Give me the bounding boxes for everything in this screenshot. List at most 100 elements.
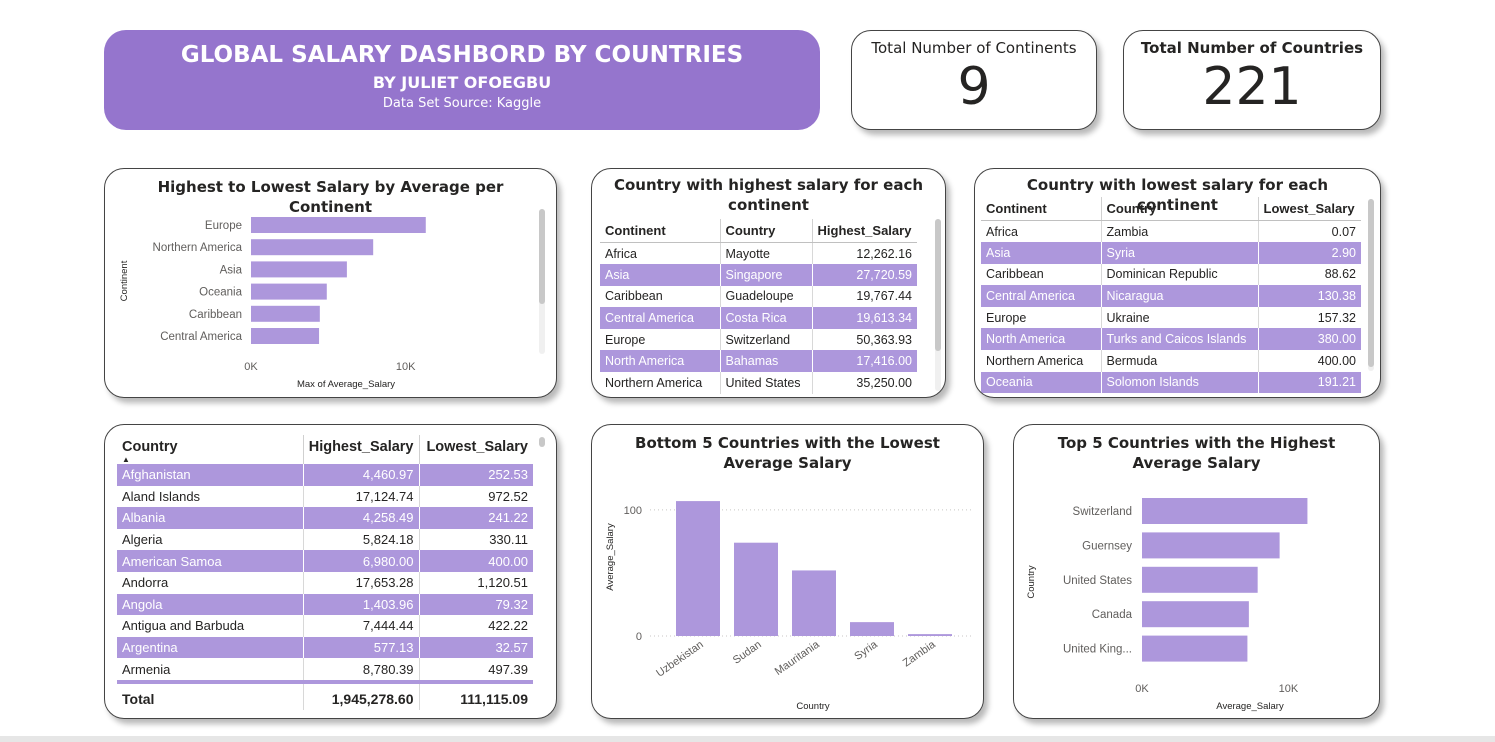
- continent-x-tick-label: 0K: [244, 361, 258, 373]
- country-table-cell: 972.52: [488, 488, 528, 504]
- continent-category-label: Central America: [160, 331, 242, 343]
- country-table-header-2[interactable]: Lowest_Salary: [419, 435, 533, 464]
- highest-table-scroll-thumb[interactable]: [935, 219, 941, 351]
- table-row[interactable]: Africa Zambia 0.07: [981, 220, 1361, 243]
- table-row[interactable]: Algeria 5,824.18 330.11: [117, 528, 533, 551]
- table-row[interactable]: Afghanistan 4,460.97 252.53: [117, 464, 533, 486]
- country-table-cell: 1,120.51: [477, 575, 528, 591]
- country-table-cell: 8,780.39: [303, 658, 420, 680]
- top5-bar: [1142, 566, 1258, 593]
- country-table-cell: 6,980.00: [303, 550, 420, 572]
- continent-category-label: Europe: [205, 220, 242, 232]
- highest-table-header-2[interactable]: Highest_Salary: [812, 219, 917, 243]
- table-row[interactable]: North America Turks and Caicos Islands 380…: [981, 328, 1361, 351]
- table-row[interactable]: Albania 4,258.49 241.22: [117, 507, 533, 529]
- top5-chart-title: Top 5 Countries with the Highest Average…: [1057, 434, 1336, 472]
- continent-category-label: Caribbean: [189, 309, 242, 321]
- top5-chart-card[interactable]: Top 5 Countries with the Highest Average…: [1013, 424, 1380, 719]
- table-row[interactable]: Asia Syria 2.90: [981, 242, 1361, 264]
- country-table-cell: 7,444.44: [303, 615, 420, 637]
- table-row-partial: [117, 679, 533, 684]
- lowest-table-header-2[interactable]: Lowest_Salary: [1258, 197, 1361, 221]
- lowest-table-card[interactable]: Country with lowest salary for each cont…: [974, 168, 1381, 398]
- continent-y-axis-label: Continent: [119, 260, 130, 301]
- table-row[interactable]: Angola 1,403.96 79.32: [117, 593, 533, 616]
- table-row[interactable]: Armenia 8,780.39 497.39: [117, 658, 533, 680]
- table-row[interactable]: Northern America Bermuda 400.00: [981, 350, 1361, 372]
- table-row[interactable]: North America Bahamas 17,416.00: [600, 350, 917, 373]
- table-row[interactable]: Caribbean Guadeloupe 19,767.44: [600, 285, 917, 308]
- country-table-cell: 5,824.18: [303, 528, 420, 551]
- lowest-table-header-0[interactable]: Continent: [981, 197, 1102, 221]
- kpi-continents-card[interactable]: Total Number of Continents 9: [851, 30, 1097, 130]
- continent-x-axis-label: Max of Average_Salary: [297, 379, 395, 390]
- country-table-header-label: Country: [122, 439, 178, 455]
- table-row[interactable]: Andorra 17,653.28 1,120.51: [117, 571, 533, 594]
- continent-chart-card[interactable]: Highest to Lowest Salary by Average per …: [104, 168, 557, 398]
- highest-table-cell: Switzerland: [720, 328, 813, 351]
- kpi-countries-card[interactable]: Total Number of Countries 221: [1123, 30, 1381, 130]
- country-table-cell: 4,460.97: [303, 464, 420, 486]
- country-table-cell: Algeria: [117, 528, 304, 551]
- table-row[interactable]: Northern America United States 35,250.00: [600, 372, 917, 394]
- lowest-table-cell: 191.21: [1258, 371, 1361, 394]
- highest-table-cell: United States: [720, 372, 813, 394]
- country-table-cell: 497.39: [488, 661, 528, 677]
- table-row[interactable]: Aland Islands 17,124.74 972.52: [117, 485, 533, 508]
- table-row[interactable]: Asia Singapore 27,720.59: [600, 264, 917, 286]
- continent-bar: [251, 261, 347, 278]
- country-table-header-label: Highest_Salary: [308, 439, 414, 455]
- bottom5-bar: [908, 634, 952, 636]
- table-row[interactable]: American Samoa 6,980.00 400.00: [117, 550, 533, 572]
- table-row[interactable]: Europe Ukraine 157.32: [981, 306, 1361, 329]
- table-row[interactable]: Central America Costa Rica 19,613.34: [600, 307, 917, 329]
- country-table-cell: 32.57: [419, 636, 533, 659]
- country-table-total-cell: 111,115.09: [460, 690, 528, 707]
- country-table-header-1[interactable]: Highest_Salary: [303, 435, 420, 464]
- table-total-row: Total 1,945,278.60 111,115.09: [117, 683, 533, 710]
- bottom5-chart-card[interactable]: Bottom 5 Countries with the Lowest Avera…: [591, 424, 984, 719]
- table-row[interactable]: Caribbean Dominican Republic 88.62: [981, 263, 1361, 286]
- bottom5-bar: [850, 622, 894, 636]
- highest-table-header-0[interactable]: Continent: [600, 219, 721, 243]
- top5-x-tick-label: 10K: [1279, 683, 1299, 695]
- top5-y-axis-label: Country: [1026, 565, 1037, 599]
- sort-ascending-icon[interactable]: ▲: [122, 455, 130, 464]
- lowest-table-cell: 400.00: [1317, 353, 1356, 368]
- table-row[interactable]: Europe Switzerland 50,363.93: [600, 328, 917, 351]
- bottom5-bar: [734, 542, 778, 636]
- country-table-header-0[interactable]: Country ▲: [117, 435, 304, 464]
- table-row[interactable]: Africa Mayotte 12,262.16: [600, 242, 917, 265]
- highest-table-card[interactable]: Country with highest salary for each con…: [591, 168, 946, 398]
- country-table-cell: 241.22: [419, 507, 533, 529]
- country-table-cell: 79.32: [419, 593, 533, 616]
- lowest-table-scroll-thumb[interactable]: [1368, 199, 1374, 367]
- table-row[interactable]: Oceania Solomon Islands 191.21: [981, 371, 1361, 394]
- highest-table-cell: 50,363.93: [856, 332, 912, 347]
- bottom5-chart-title: Bottom 5 Countries with the Lowest Avera…: [635, 434, 940, 472]
- country-table-cell: Afghanistan: [117, 464, 304, 486]
- highest-table-cell: Europe: [600, 328, 721, 351]
- title-banner: GLOBAL SALARY DASHBORD BY COUNTRIES BY J…: [104, 30, 820, 130]
- country-table-total-cell: Total: [117, 683, 304, 710]
- top5-chart-plot: Switzerland Guernsey United States Canada Un…: [1026, 498, 1308, 712]
- kpi-countries-label: Total Number of Countries: [1140, 39, 1364, 57]
- highest-table-cell: 12,262.16: [856, 246, 912, 261]
- lowest-table-header-1[interactable]: Country: [1101, 197, 1259, 221]
- lowest-table-cell: Africa: [981, 220, 1102, 243]
- lowest-table-cell: Zambia: [1101, 220, 1259, 243]
- country-table-card[interactable]: Country ▲ Highest_Salary Lowest_Salary Afgh…: [104, 424, 557, 719]
- lowest-table-cell: Oceania: [981, 371, 1102, 394]
- country-table-scroll-thumb[interactable]: [539, 437, 545, 447]
- continent-chart-scroll-thumb[interactable]: [539, 209, 545, 304]
- highest-table-cell: Singapore: [720, 264, 813, 286]
- country-table-cell: Andorra: [117, 571, 304, 594]
- top5-category-label: United States: [1063, 575, 1132, 587]
- table-row[interactable]: Central America Nicaragua 130.38: [981, 285, 1361, 307]
- table-row[interactable]: Antigua and Barbuda 7,444.44 422.22: [117, 615, 533, 637]
- highest-table-header-1[interactable]: Country: [720, 219, 813, 243]
- highest-table-cell: 35,250.00: [856, 375, 912, 390]
- table-row[interactable]: Argentina 577.13 32.57: [117, 636, 533, 659]
- country-table-cell: 400.00: [419, 550, 533, 572]
- lowest-table-cell: 2.90: [1258, 242, 1361, 264]
